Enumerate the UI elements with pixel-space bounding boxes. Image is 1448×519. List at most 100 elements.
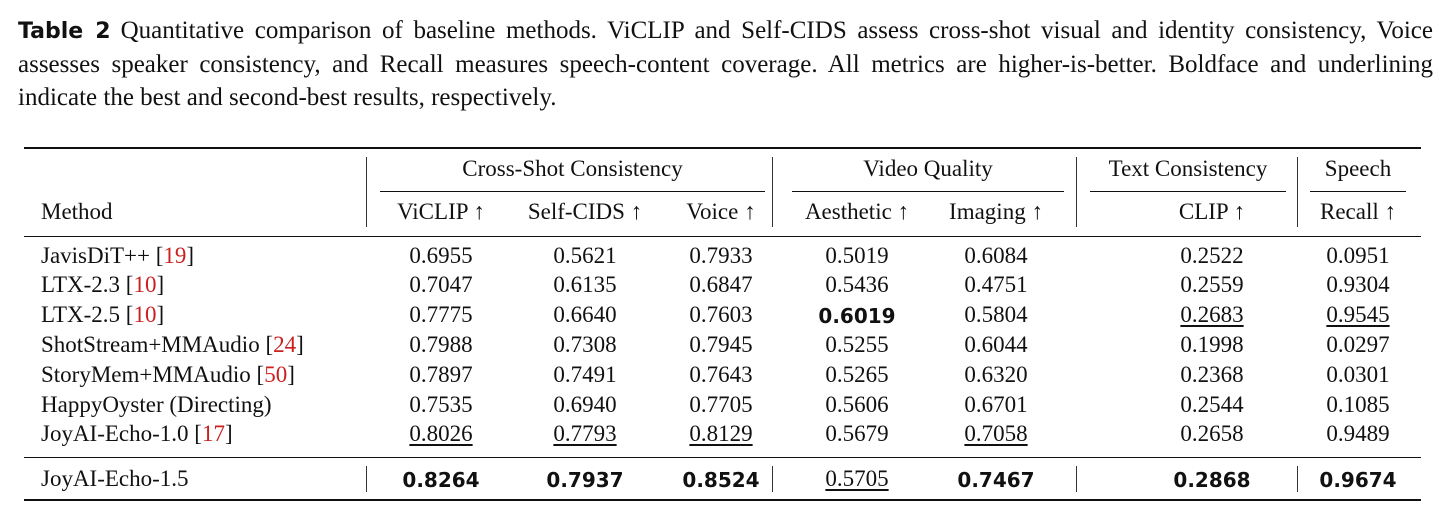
cell-value: 0.5606	[825, 392, 889, 417]
cell-value: 0.7933	[689, 243, 753, 268]
cell-value: 0.5804	[964, 302, 1028, 327]
method-name: StoryMem+MMAudio [50]	[41, 362, 295, 387]
column-header-voice: Voice ↑	[686, 199, 756, 224]
cell-value: 0.7643	[689, 362, 753, 387]
citation-link[interactable]: 10	[133, 272, 157, 297]
table-cell: 0.5019	[782, 242, 932, 270]
cell-value: 0.7897	[409, 362, 473, 387]
cell-value: 0.9545	[1326, 302, 1390, 327]
group-header-text-consistency: Text Consistency	[1108, 156, 1268, 181]
table-cell: 0.2368	[1137, 361, 1287, 389]
column-header-method: Method	[41, 199, 113, 224]
method-label: HappyOyster (Directing)	[41, 392, 272, 417]
table-cell: 0.1085	[1283, 391, 1433, 419]
cell-value: 0.7988	[409, 332, 473, 357]
citation-link[interactable]: 50	[264, 362, 288, 387]
citation-link[interactable]: 19	[163, 243, 187, 268]
table-cell: 0.7937	[510, 466, 660, 494]
column-header-recall: Recall ↑	[1320, 199, 1396, 224]
table-cell: 0.2868	[1137, 466, 1287, 494]
bottom-rule	[24, 499, 1421, 501]
citation-link[interactable]: 24	[273, 332, 297, 357]
table-cell: 0.6940	[510, 391, 660, 419]
cell-value: 0.2868	[1173, 468, 1251, 492]
column-separator	[772, 466, 773, 492]
column-separator	[366, 466, 367, 492]
citation-link[interactable]: 17	[201, 421, 225, 446]
table-cell: 0.6084	[921, 242, 1071, 270]
cell-value: 0.7308	[553, 332, 617, 357]
method-label: JoyAI-Echo-1.0	[41, 421, 189, 446]
header-rule	[24, 236, 1421, 237]
cell-value: 0.7047	[409, 272, 473, 297]
method-name: JavisDiT++ [19]	[41, 243, 195, 268]
table-cell: 0.0951	[1283, 242, 1433, 270]
method-name: ShotStream+MMAudio [24]	[41, 332, 304, 357]
cell-value: 0.6640	[553, 302, 617, 327]
table-cell: 0.0301	[1283, 361, 1433, 389]
citation-link[interactable]: 10	[133, 302, 157, 327]
top-rule	[24, 147, 1421, 149]
table-cell: 0.7047	[366, 271, 516, 299]
cell-value: 0.8026	[409, 421, 473, 446]
group-underline-text	[1090, 191, 1286, 192]
table-cell: 0.2522	[1137, 242, 1287, 270]
table-cell: 0.6955	[366, 242, 516, 270]
method-name: JoyAI-Echo-1.5	[41, 465, 189, 493]
table-cell: 0.4751	[921, 271, 1071, 299]
cell-value: 0.9489	[1326, 421, 1390, 446]
method-name: HappyOyster (Directing)	[41, 391, 272, 419]
table-cell: 0.9304	[1283, 271, 1433, 299]
cell-value: 0.8129	[689, 421, 753, 446]
column-separator	[1297, 466, 1298, 492]
cell-value: 0.8524	[682, 468, 760, 492]
table-cell: 0.8026	[366, 420, 516, 448]
method-label: LTX-2.3	[41, 272, 121, 297]
table-cell: 0.7897	[366, 361, 516, 389]
method-label: JoyAI-Echo-1.5	[41, 466, 189, 491]
cell-value: 0.5019	[825, 243, 889, 268]
method-name: JoyAI-Echo-1.0 [17]	[41, 421, 233, 446]
method-label: JavisDiT++	[41, 243, 150, 268]
method-label: ShotStream+MMAudio	[41, 332, 260, 357]
cell-value: 0.5705	[825, 466, 889, 491]
table-cell: 0.6135	[510, 271, 660, 299]
table-cell: 0.7933	[646, 242, 796, 270]
table-cell: 0.5804	[921, 301, 1071, 329]
table-cell: 0.5436	[782, 271, 932, 299]
cell-value: 0.7937	[546, 468, 624, 492]
table-cell: 0.7793	[510, 420, 660, 448]
cell-value: 0.9304	[1326, 272, 1390, 297]
cell-value: 0.2658	[1180, 421, 1244, 446]
table-cell: 0.7643	[646, 361, 796, 389]
table-cell: 0.9545	[1283, 301, 1433, 329]
cell-value: 0.7705	[689, 392, 753, 417]
cell-value: 0.7491	[553, 362, 617, 387]
table-cell: 0.7058	[921, 420, 1071, 448]
cell-value: 0.6955	[409, 243, 473, 268]
table-cell: 0.2544	[1137, 391, 1287, 419]
table-cell: 0.7705	[646, 391, 796, 419]
cell-value: 0.5265	[825, 362, 889, 387]
cell-value: 0.6701	[964, 392, 1028, 417]
table-cell: 0.1998	[1137, 331, 1287, 359]
group-header-video-quality: Video Quality	[863, 156, 993, 181]
table-cell: 0.7945	[646, 331, 796, 359]
column-header-aesthetic: Aesthetic ↑	[804, 199, 910, 224]
table-cell: 0.9674	[1283, 466, 1433, 494]
column-header-clip: CLIP ↑	[1178, 199, 1246, 224]
mid-rule	[24, 457, 1421, 458]
method-name: LTX-2.5 [10]	[41, 302, 165, 327]
cell-value: 0.6135	[553, 272, 617, 297]
cell-value: 0.6019	[818, 304, 896, 328]
table-cell: 0.5679	[782, 420, 932, 448]
cell-value: 0.7793	[553, 421, 617, 446]
group-header-cross-shot: Cross-Shot Consistency	[462, 156, 683, 181]
cell-value: 0.8264	[402, 468, 480, 492]
method-label: StoryMem+MMAudio	[41, 362, 251, 387]
table-cell: 0.5621	[510, 242, 660, 270]
table-cell: 0.8129	[646, 420, 796, 448]
cell-value: 0.2544	[1180, 392, 1244, 417]
table-cell: 0.6320	[921, 361, 1071, 389]
table-cell: 0.7467	[921, 466, 1071, 494]
